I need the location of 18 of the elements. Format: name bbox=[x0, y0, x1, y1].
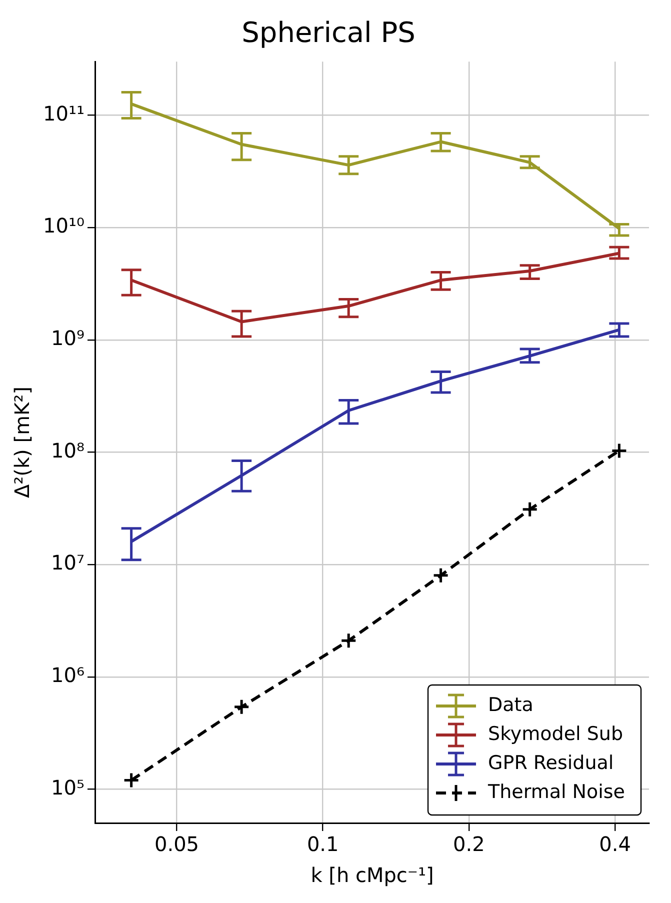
x-tick-label: 0.2 bbox=[453, 832, 485, 856]
y-tick-label: 10¹¹ bbox=[43, 101, 84, 126]
legend-label: Data bbox=[488, 694, 534, 716]
x-axis-title: k [h cMpc⁻¹] bbox=[310, 863, 434, 888]
x-tick-label: 0.05 bbox=[154, 832, 200, 856]
y-tick-label: 10¹⁰ bbox=[43, 214, 84, 238]
y-tick-label: 10⁸ bbox=[51, 438, 84, 462]
y-tick-label: 10⁵ bbox=[51, 775, 84, 800]
x-tick-label: 0.1 bbox=[306, 832, 339, 856]
legend-label: Thermal Noise bbox=[487, 780, 626, 803]
y-tick-label: 10⁹ bbox=[51, 326, 84, 350]
legend-label: Skymodel Sub bbox=[488, 722, 624, 745]
y-tick-label: 10⁶ bbox=[51, 663, 84, 688]
x-tick-label: 0.4 bbox=[599, 832, 631, 856]
y-axis-title: Δ²(k) [mK²] bbox=[10, 386, 34, 498]
legend-label: GPR Residual bbox=[488, 752, 614, 774]
y-tick-label: 10⁷ bbox=[51, 550, 84, 575]
chart-title: Spherical PS bbox=[242, 16, 416, 50]
